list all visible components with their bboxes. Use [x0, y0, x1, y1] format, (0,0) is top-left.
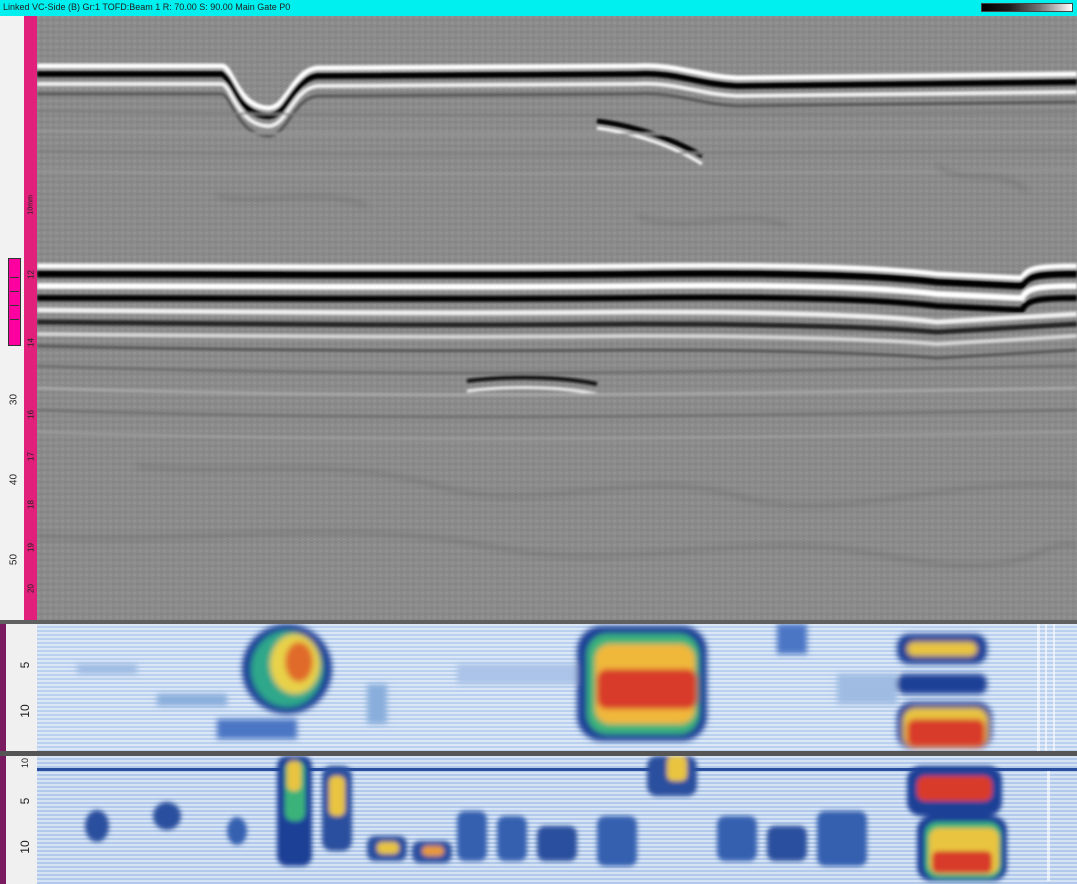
- cscan-image-top[interactable]: [37, 624, 1077, 751]
- ruler-label: 40: [8, 473, 20, 486]
- panel-separator[interactable]: [0, 751, 1077, 756]
- panel-separator[interactable]: [0, 620, 1077, 624]
- cscan-graphic: [37, 756, 1077, 884]
- ruler-label: 10: [18, 704, 32, 718]
- ruler-label: 5: [18, 661, 32, 669]
- ruler-label: 10: [20, 758, 30, 769]
- ruler-label: 50: [8, 553, 20, 566]
- reference-cursor[interactable]: [8, 258, 21, 346]
- depth-scale: 10mm 12 14 16 17 18 19 20: [24, 16, 37, 624]
- depth-label: 19: [26, 543, 36, 552]
- cscan-ruler-scale: 5 10: [6, 624, 37, 751]
- depth-label: 17: [26, 452, 36, 461]
- cursor-tick: [10, 277, 19, 278]
- ruler-label: 30: [8, 393, 20, 406]
- depth-label: 10mm: [27, 195, 35, 215]
- cursor-tick: [10, 305, 19, 306]
- window-title: Linked VC-Side (B) Gr:1 TOFD:Beam 1 R: 7…: [3, 2, 291, 12]
- cscan-ruler: 5 10: [0, 624, 37, 751]
- cursor-tick: [10, 319, 19, 320]
- grayscale-palette-bar[interactable]: [981, 3, 1073, 12]
- scan-ruler: 30 40 50: [0, 16, 25, 624]
- depth-label: 20: [26, 584, 36, 593]
- cscan-ruler: 10 5 10: [0, 756, 37, 884]
- depth-label: 18: [26, 500, 36, 509]
- depth-label: 14: [26, 338, 36, 347]
- depth-label: 16: [26, 410, 36, 419]
- title-bar: Linked VC-Side (B) Gr:1 TOFD:Beam 1 R: 7…: [0, 0, 1077, 16]
- ruler-label: 10: [18, 840, 32, 854]
- bscan-graphic: [37, 16, 1077, 624]
- cscan-image-bottom[interactable]: [37, 756, 1077, 884]
- cscan-panel-top: 5 10: [0, 624, 1077, 751]
- cursor-tick: [10, 291, 19, 292]
- cscan-panel-bottom: 10 5 10: [0, 756, 1077, 884]
- bscan-image[interactable]: [37, 16, 1077, 624]
- cscan-graphic: [37, 624, 1077, 751]
- cscan-ruler-scale: 10 5 10: [6, 756, 37, 884]
- tofd-bscan-panel: 30 40 50 10mm 12 14 16 17 18 19 20: [0, 16, 1077, 624]
- ruler-label: 5: [18, 797, 32, 805]
- depth-label: 12: [26, 270, 36, 279]
